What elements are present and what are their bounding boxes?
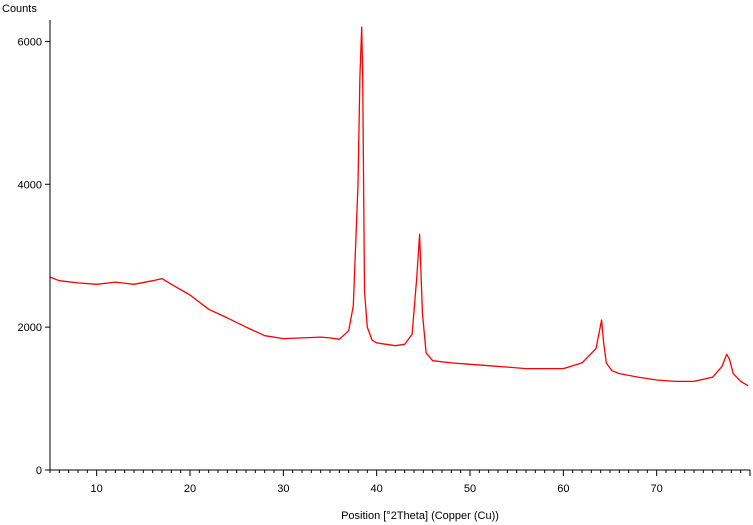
- x-tick-label: 60: [557, 483, 569, 495]
- y-tick-label: 2000: [18, 322, 42, 334]
- x-axis: 10 20 30 40 50 60 70: [49, 470, 751, 495]
- x-axis-title: Position [°2Theta] (Copper (Cu)): [341, 510, 499, 522]
- y-axis: 0 2000 4000 6000: [18, 36, 50, 477]
- x-tick-label: 30: [277, 483, 289, 495]
- y-tick-label: 0: [36, 465, 42, 477]
- y-axis-title: Counts: [2, 3, 37, 15]
- y-tick-label: 4000: [18, 179, 42, 191]
- series-line: [49, 26, 749, 387]
- series-layer: [49, 26, 749, 387]
- x-tick-label: 40: [371, 483, 383, 495]
- y-tick-label: 6000: [18, 36, 42, 48]
- x-tick-label: 50: [464, 483, 476, 495]
- x-tick-label: 20: [184, 483, 196, 495]
- x-tick-label: 70: [651, 483, 663, 495]
- x-tick-label: 10: [91, 483, 103, 495]
